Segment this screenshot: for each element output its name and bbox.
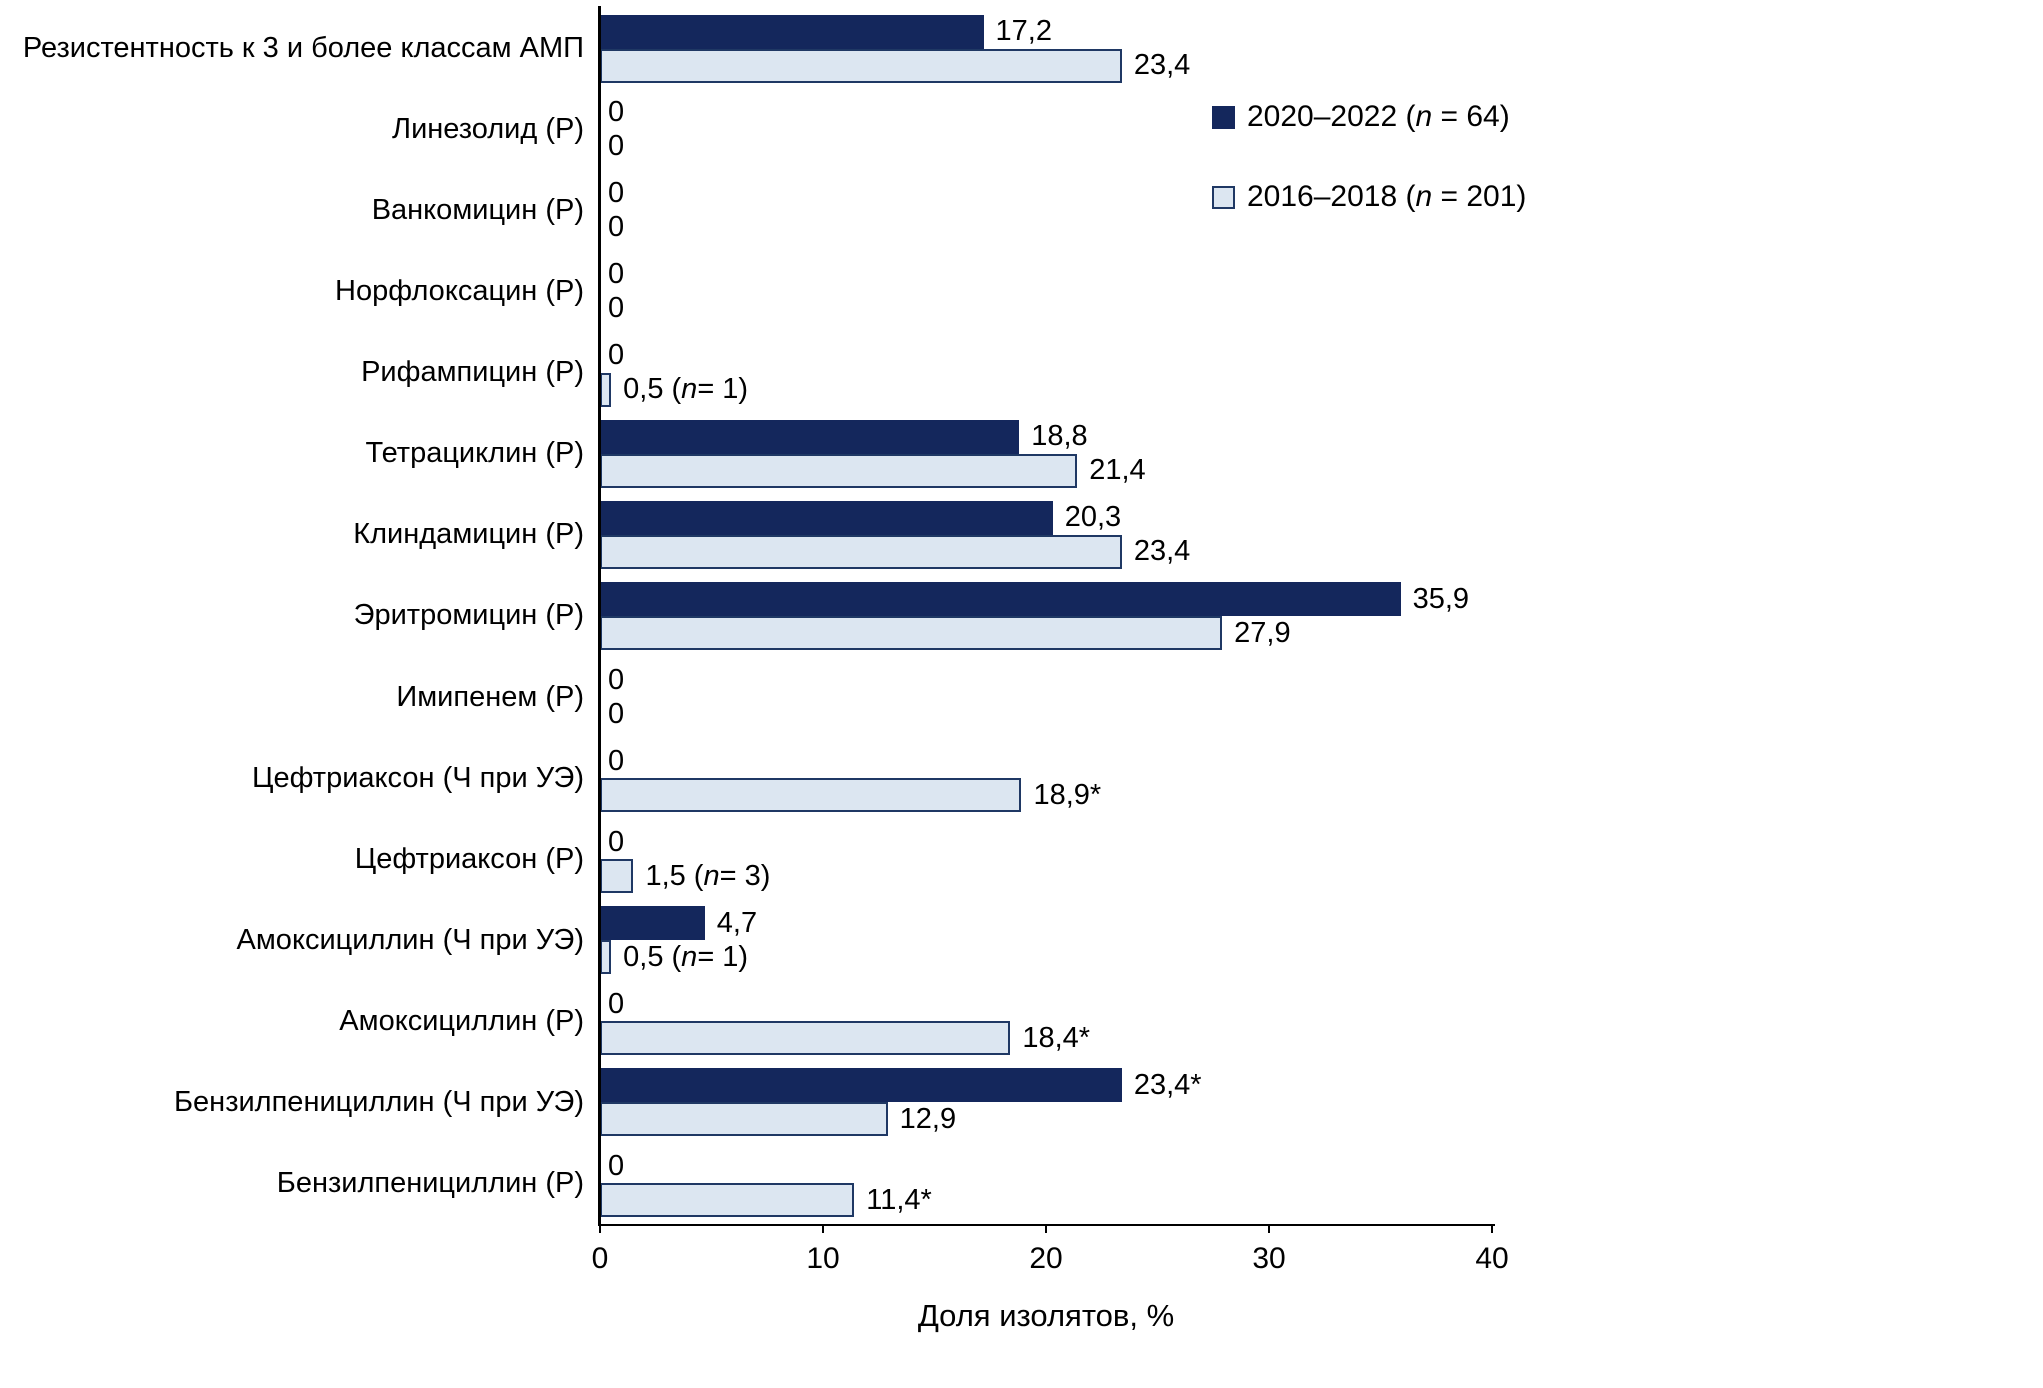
bar-series-2 [600,778,1022,813]
x-tick-label: 40 [1475,1242,1509,1275]
value-label: 0 [608,744,625,777]
x-tick-label: 10 [806,1242,840,1275]
category-label: Амоксициллин (Р) [339,1004,584,1037]
legend-swatch-icon [1212,105,1235,129]
x-tick-mark [1268,1224,1270,1233]
value-label: 0,5 (n = 1) [623,373,749,406]
legend-label: 2020–2022 (n = 64) [1247,100,1510,133]
bar-series-2 [600,453,1078,488]
category-label: Клиндамицин (Р) [353,518,584,551]
value-label: 27,9 [1234,616,1291,649]
bar-series-2 [600,48,1122,83]
bar-series-1 [600,500,1053,535]
x-tick-label: 30 [1252,1242,1286,1275]
legend-item: 2016–2018 (n = 201) [1212,180,1526,214]
category-label: Цефтриаксон (Р) [354,842,584,875]
value-label: 23,4 [1133,49,1191,82]
y-axis-line [598,6,601,1226]
bar-series-1 [600,14,984,49]
bar-series-1 [600,1068,1122,1103]
value-label: 0 [608,825,625,858]
value-label: 20,3 [1064,501,1122,534]
x-tick-mark [599,1224,601,1233]
value-label: 0 [608,987,625,1020]
value-label: 0 [608,292,625,325]
category-label: Бензилпенициллин (Ч при УЭ) [174,1085,584,1118]
bar-series-2 [600,1183,855,1218]
value-label: 17,2 [995,15,1052,48]
bar-series-2 [600,1102,888,1137]
value-label: 1,5 (n = 3) [645,859,771,892]
value-label: 0 [608,211,625,244]
category-label: Бензилпенициллин (Р) [276,1166,584,1199]
value-label: 4,7 [716,906,758,939]
category-label: Цефтриаксон (Ч при УЭ) [252,761,584,794]
category-label: Линезолид (Р) [392,113,584,146]
legend-item: 2020–2022 (n = 64) [1212,100,1510,134]
value-label: 0 [608,177,625,210]
category-label: Имипенем (Р) [396,680,584,713]
x-axis-title: Доля изолятов, % [917,1298,1175,1333]
x-tick-mark [1491,1224,1493,1233]
bar-series-2 [600,940,612,975]
value-label: 0 [608,1149,625,1182]
value-label: 18,8 [1031,420,1088,453]
bar-series-1 [600,419,1020,454]
value-label: 0 [608,697,625,730]
bar-series-2 [600,616,1223,650]
value-label: 11,4* [866,1183,932,1216]
value-label: 0 [608,339,625,372]
bar-series-2 [600,372,612,407]
legend-swatch-icon [1212,185,1235,209]
value-label: 0 [608,130,625,163]
value-label: 0 [608,258,625,291]
value-label: 0 [608,96,625,129]
category-label: Ванкомицин (Р) [371,194,584,227]
value-label: 18,9* [1033,778,1102,811]
bar-series-1 [600,582,1401,616]
x-tick-mark [1045,1224,1047,1233]
bar-series-1 [600,906,705,941]
category-label: Эритромицин (Р) [353,599,584,632]
value-label: 35,9 [1412,582,1470,615]
value-label: 23,4* [1133,1068,1202,1101]
x-tick-label: 20 [1029,1242,1063,1275]
x-tick-mark [822,1224,824,1233]
x-tick-label: 0 [591,1242,609,1275]
value-label: 0,5 (n = 1) [623,940,749,973]
category-label: Рифампицин (Р) [361,356,584,389]
value-label: 23,4 [1133,535,1191,568]
bar-series-2 [600,859,634,894]
category-label: Тетрациклин (Р) [365,437,584,470]
value-label: 0 [608,663,625,696]
bar-series-2 [600,1021,1011,1056]
category-label: Норфлоксацин (Р) [335,275,584,308]
value-label: 12,9 [899,1102,957,1135]
value-label: 21,4 [1089,454,1146,487]
bar-series-2 [600,534,1122,569]
value-label: 18,4* [1022,1021,1091,1054]
legend-label: 2016–2018 (n = 201) [1247,180,1527,213]
category-label: Амоксициллин (Ч при УЭ) [236,923,584,956]
category-label: Резистентность к 3 и более классам АМП [22,32,584,65]
